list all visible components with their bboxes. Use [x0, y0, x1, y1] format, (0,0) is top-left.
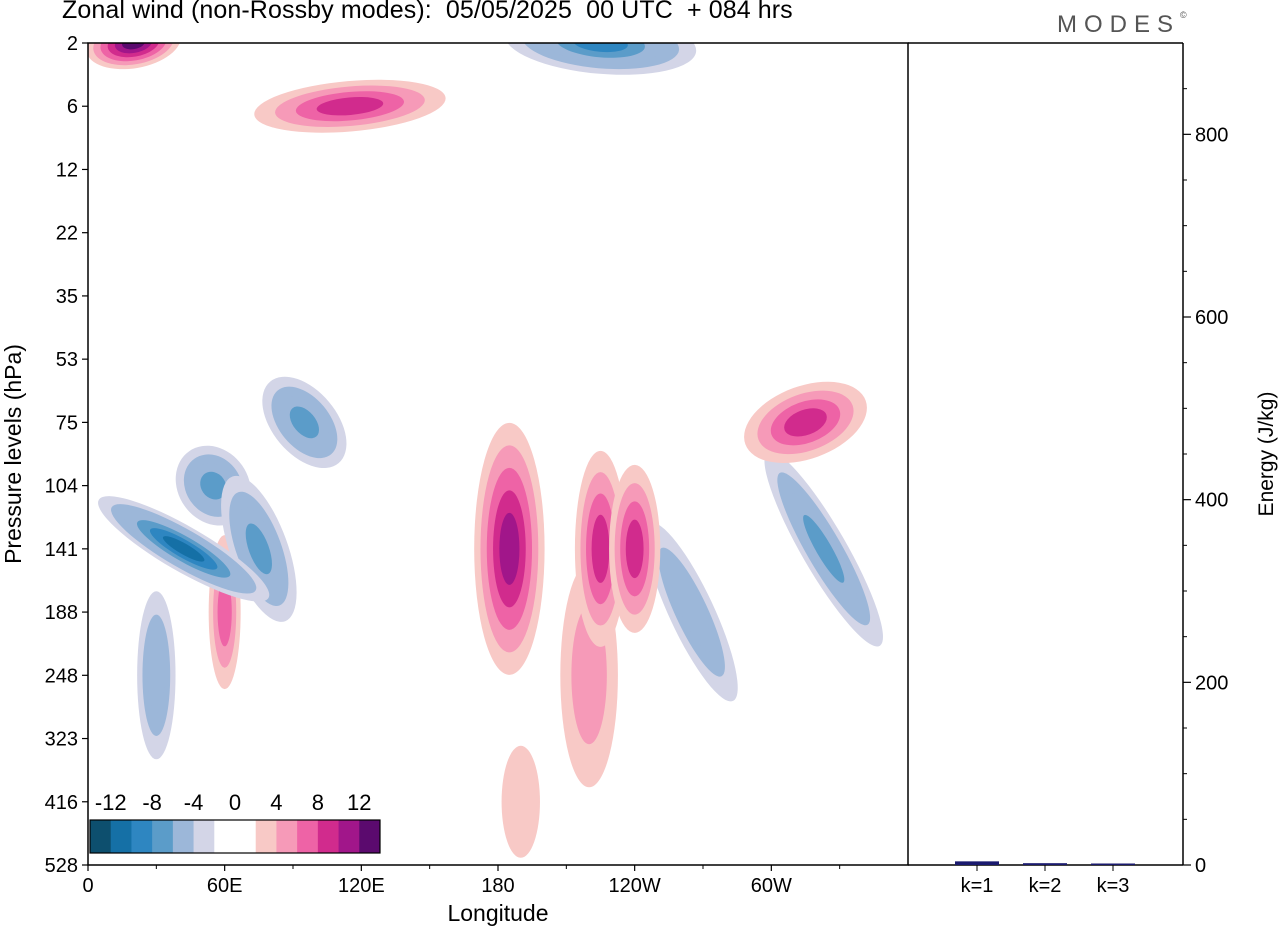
- colorbar-swatch: [90, 820, 112, 853]
- colorbar-swatch: [131, 820, 153, 853]
- colorbar-swatch: [193, 820, 215, 853]
- colorbar: -12 -8 -4 0 4 8 12: [89, 790, 381, 854]
- wind-contour-10-3: [625, 519, 644, 579]
- colorbar-swatch: [152, 820, 174, 853]
- wind-contour-8-4: [499, 512, 520, 585]
- energy-category-label: k=3: [1097, 875, 1130, 897]
- x-tick-label: 120W: [609, 875, 661, 897]
- y-tick-label: 528: [45, 855, 78, 877]
- y-tick-label: 248: [45, 665, 78, 687]
- y-tick-label: 323: [45, 729, 78, 751]
- wind-contour-2-3: [245, 523, 272, 575]
- y-tick-label: 12: [56, 159, 78, 181]
- energy-category-label: k=1: [961, 875, 994, 897]
- wind-contour-6-2: [671, 572, 713, 652]
- y-tick-label: 416: [45, 792, 78, 814]
- wind-contour-9-3: [591, 514, 610, 583]
- y-tick-label: 188: [45, 602, 78, 624]
- wind-contour-14-2: [217, 577, 232, 647]
- colorbar-label: -8: [142, 790, 162, 815]
- x-tick-label: 180: [481, 875, 514, 897]
- y-tick-label: 75: [56, 412, 78, 434]
- energy-bar-k=1: [955, 861, 999, 865]
- energy-tick-label: 600: [1195, 307, 1228, 329]
- heatmap-field: [88, 43, 883, 858]
- energy-bars: 0 200 400 600 800 Energy (J/kg) k=1 k=2 k=3: [908, 42, 1278, 897]
- colorbar-frame: [89, 819, 381, 854]
- logo-mark: ©: [1180, 10, 1187, 20]
- logo-text: MODES: [1057, 11, 1181, 38]
- y-axis-label: Pressure levels (hPa): [0, 344, 26, 564]
- wind-contour-13-3: [316, 97, 384, 116]
- energy-axis-label: Energy (J/kg): [1255, 392, 1278, 517]
- x-tick-label: 60W: [751, 875, 792, 897]
- y-tick-label: 104: [45, 476, 78, 498]
- energy-bar-k=3: [1091, 863, 1135, 865]
- colorbar-label: -12: [95, 790, 127, 815]
- wind-contour-12-4: [114, 43, 153, 54]
- y-tick-label: 6: [67, 96, 78, 118]
- wind-contour-3-3: [289, 406, 320, 439]
- y-tick-label: 35: [56, 286, 78, 308]
- x-axis-label: Longitude: [447, 900, 548, 926]
- modes-logo: MODES©: [1057, 10, 1187, 39]
- colorbar-swatch: [276, 820, 298, 853]
- energy-bar-k=2: [1023, 863, 1067, 865]
- wind-contour-12-5: [122, 43, 146, 50]
- colorbar-label: 12: [347, 790, 371, 815]
- wind-contour-7-3: [803, 514, 845, 583]
- colorbar-label: 4: [270, 790, 282, 815]
- colorbar-swatch: [235, 820, 257, 853]
- energy-tick-label: 400: [1195, 490, 1228, 512]
- y-tick-label: 141: [45, 539, 78, 561]
- y-tick-label: 2: [67, 33, 78, 55]
- wind-contour-1-3: [200, 471, 227, 500]
- colorbar-swatch: [172, 820, 195, 853]
- energy-tick-label: 200: [1195, 672, 1228, 694]
- x-tick-label: 120E: [338, 875, 385, 897]
- y-tick-label: 53: [56, 349, 78, 371]
- colorbar-label: 8: [312, 790, 324, 815]
- x-tick-label: 60E: [207, 875, 243, 897]
- chart-title: Zonal wind (non-Rossby modes): 05/05/202…: [62, 0, 793, 24]
- colorbar-label: 0: [229, 790, 241, 815]
- colorbar-swatch: [297, 820, 319, 853]
- colorbar-swatch: [110, 820, 132, 853]
- energy-category-label: k=2: [1029, 875, 1062, 897]
- y-tick-label: 22: [56, 223, 78, 245]
- colorbar-swatch: [338, 820, 360, 853]
- colorbar-swatch: [317, 820, 340, 853]
- wind-contour-5-4: [573, 43, 628, 53]
- wind-contour-16-0: [501, 745, 540, 858]
- wind-contour-0-5: [162, 536, 205, 562]
- colorbar-swatch: [255, 820, 277, 853]
- colorbar-label: -4: [184, 790, 204, 815]
- colorbar-swatch: [214, 820, 236, 853]
- wind-contour-11-3: [784, 408, 827, 437]
- energy-tick-label: 800: [1195, 124, 1228, 146]
- energy-tick-label: 0: [1195, 855, 1206, 877]
- colorbar-swatch: [359, 820, 381, 853]
- x-tick-label: 0: [82, 875, 93, 897]
- wind-contour-4-2: [147, 637, 165, 713]
